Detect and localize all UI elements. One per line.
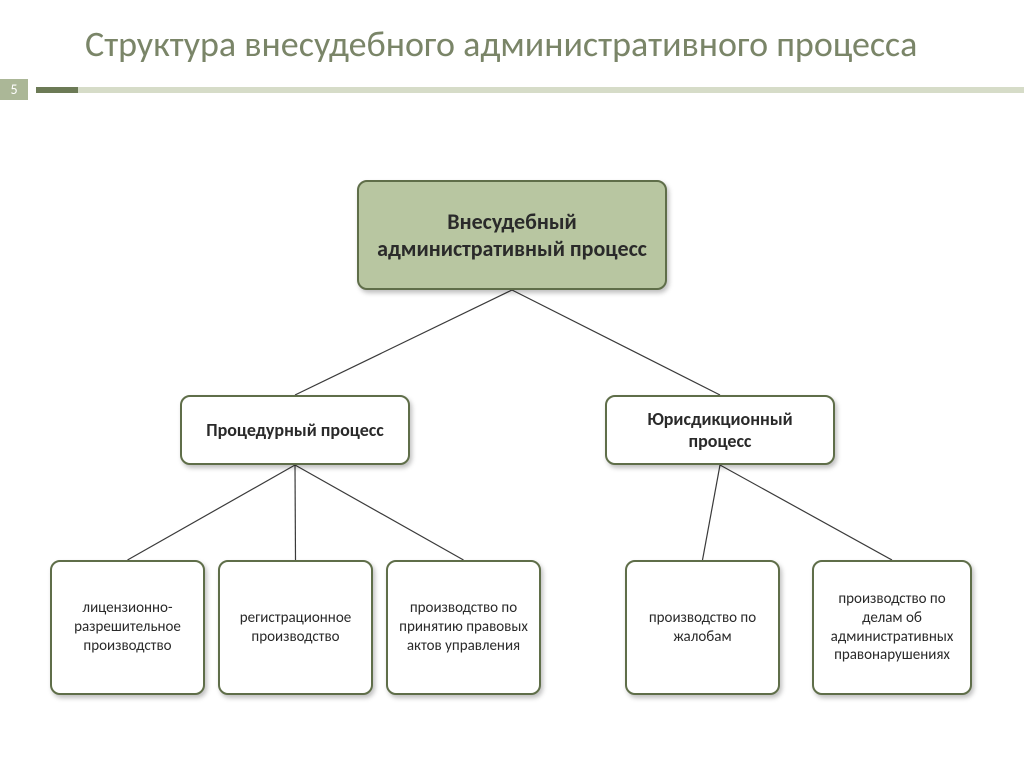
- slide-title: Структура внесудебного административного…: [85, 22, 1024, 67]
- divider-bar-light: [78, 87, 1024, 93]
- node-root: Внесудебный административный процесс: [357, 180, 667, 290]
- node-leaf-1: лицензионно-разрешительное производство: [50, 560, 205, 695]
- node-leaf-5: производство по делам об административны…: [812, 560, 972, 695]
- node-leaf-4: производство по жалобам: [625, 560, 780, 695]
- node-mid-right: Юрисдикционный процесс: [605, 395, 835, 465]
- title-area: Структура внесудебного административного…: [0, 0, 1024, 67]
- diagram-canvas: Внесудебный административный процесс Про…: [0, 170, 1024, 768]
- node-leaf-2: регистрационное производство: [218, 560, 373, 695]
- node-mid-left: Процедурный процесс: [180, 395, 410, 465]
- node-leaf-3: производство по принятию правовых актов …: [386, 560, 541, 695]
- divider-bar-dark: [36, 87, 78, 93]
- divider: 5: [0, 79, 1024, 100]
- slide-number-badge: 5: [0, 79, 28, 100]
